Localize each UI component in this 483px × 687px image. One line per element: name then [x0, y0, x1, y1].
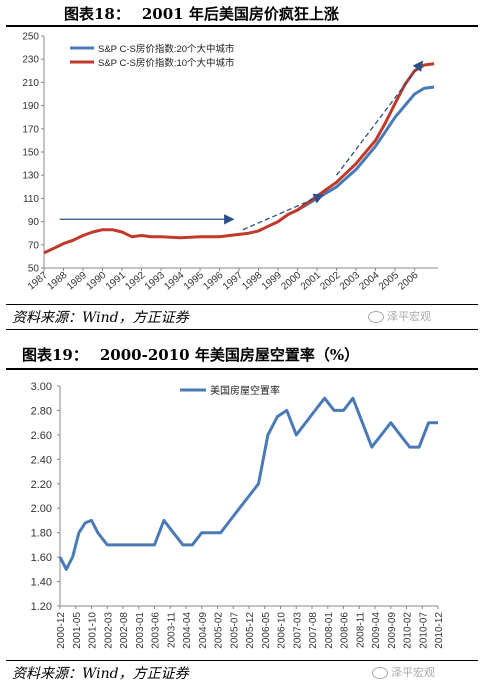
x-tick-label: 2005-12: [245, 612, 256, 649]
x-tick-label: 1991: [104, 270, 128, 293]
x-tick-label: 2005: [377, 270, 401, 293]
x-tick-label: 1997: [221, 270, 245, 293]
figure-19-title: 图表19： 2000-2010 年美国房屋空置率（%）: [22, 344, 483, 365]
figure-18-title-text: 2001 年后美国房价疯狂上涨: [141, 5, 339, 23]
x-tick-label: 2006-10: [277, 612, 288, 649]
y-tick-label: 2.00: [31, 503, 52, 515]
series-line-10-cities: [43, 62, 435, 255]
figure-18-source: 资料来源：Wind，方正证券: [12, 310, 189, 326]
y-tick-label: 90: [28, 217, 40, 228]
legend-label: S&P C-S房价指数:10个大中城市: [98, 57, 235, 69]
figure-19-bottom-rule: [6, 660, 478, 661]
figure-18-top-rule: [6, 25, 478, 27]
y-tick-label: 50: [28, 264, 40, 275]
chart-18-house-price-index: 5070901101301501701902102302501987198819…: [22, 32, 438, 293]
x-tick-label: 2003-06: [151, 612, 162, 649]
figure-19-source: 资料来源：Wind，方正证券: [12, 666, 189, 682]
x-tick-label: 1988: [45, 270, 69, 293]
x-tick-label: 1995: [182, 270, 206, 293]
x-tick-label: 1999: [260, 270, 284, 293]
figure-19-number: 图表19：: [22, 346, 88, 364]
y-tick-label: 130: [22, 171, 39, 182]
legend-label: 美国房屋空置率: [210, 384, 280, 397]
y-tick-label: 2.60: [31, 430, 52, 442]
x-tick-label: 2008-06: [340, 612, 351, 649]
x-tick-label: 2002-08: [119, 612, 130, 649]
y-tick-label: 1.60: [31, 552, 52, 564]
x-tick-label: 2006: [396, 270, 420, 293]
y-tick-label: 1.80: [31, 528, 52, 540]
x-tick-label: 2005-07: [229, 612, 240, 649]
y-tick-label: 250: [22, 32, 39, 43]
x-tick-label: 2005-02: [214, 612, 225, 649]
series-line-vacancy-rate: [58, 396, 438, 571]
x-tick-label: 2006-05: [261, 612, 272, 649]
y-tick-label: 150: [22, 148, 39, 159]
x-tick-label: 1998: [240, 270, 264, 293]
x-tick-label: 2003-11: [166, 612, 177, 648]
figure-19-top-rule: [6, 368, 478, 370]
wechat-icon: [372, 667, 388, 679]
y-tick-label: 230: [22, 55, 39, 66]
x-tick-label: 2000: [279, 270, 303, 293]
x-tick-label: 2007-03: [292, 612, 303, 649]
y-tick-label: 3.00: [31, 381, 52, 393]
x-tick-label: 2009-09: [387, 612, 398, 649]
y-tick-label: 170: [22, 124, 39, 135]
x-tick-label: 2001-05: [72, 612, 83, 649]
x-tick-label: 2010-12: [434, 612, 445, 649]
x-tick-label: 2003-01: [135, 612, 146, 649]
figure-19-watermark: 泽平宏观: [372, 664, 435, 680]
x-tick-label: 2000-12: [56, 612, 67, 649]
y-tick-label: 1.40: [31, 577, 52, 589]
trend-arrow: [336, 60, 424, 176]
legend-label: S&P C-S房价指数:20个大中城市: [98, 43, 235, 55]
x-tick-label: 2003: [338, 270, 362, 293]
y-tick-label: 1.20: [31, 601, 52, 613]
x-tick-label: 2010-07: [418, 612, 429, 649]
x-tick-label: 2009-04: [371, 612, 382, 649]
y-tick-label: 2.80: [31, 405, 52, 417]
y-tick-label: 2.20: [31, 479, 52, 491]
y-tick-label: 110: [23, 194, 39, 205]
trend-arrow: [242, 193, 325, 231]
figure-18-watermark-text: 泽平宏观: [387, 310, 431, 323]
x-tick-label: 1989: [65, 270, 89, 293]
x-tick-label: 2001: [299, 270, 323, 293]
figure-19-title-text: 2000-2010 年美国房屋空置率（%）: [99, 346, 360, 364]
series-line-20-cities: [296, 85, 435, 212]
x-tick-label: 1996: [201, 270, 225, 293]
y-tick-label: 70: [28, 240, 40, 251]
y-tick-label: 210: [22, 78, 39, 89]
x-tick-label: 2004-04: [182, 612, 193, 649]
figure-18-number: 图表18：: [64, 5, 130, 23]
wechat-icon: [368, 311, 384, 323]
x-tick-label: 1993: [143, 270, 167, 293]
y-tick-label: 2.40: [31, 454, 52, 466]
figure-19-watermark-text: 泽平宏观: [391, 666, 435, 679]
x-tick-label: 2002-03: [103, 612, 114, 649]
x-tick-label: 2004-09: [198, 612, 209, 649]
figure-18-source-rule: [6, 329, 478, 330]
figure-18-title: 图表18： 2001 年后美国房价疯狂上涨: [64, 3, 483, 24]
x-tick-label: 2002: [318, 270, 342, 293]
x-tick-label: 1990: [84, 270, 108, 293]
figure-18-watermark: 泽平宏观: [368, 308, 431, 324]
x-tick-label: 2008-01: [324, 612, 335, 649]
x-tick-label: 2010-02: [403, 612, 414, 649]
x-tick-label: 1994: [162, 270, 186, 293]
figure-18-bottom-rule: [6, 304, 478, 305]
x-tick-label: 1992: [123, 270, 147, 293]
x-tick-label: 2008-11: [355, 612, 366, 648]
chart-19-vacancy-rate: 1.20 1.40 1.60 1.80 2.00 2.20 2.40 2.60 2.80 3.00…: [31, 381, 445, 649]
x-tick-label: 2001-10: [88, 612, 99, 649]
x-tick-label: 2007-08: [308, 612, 319, 649]
x-tick-label: 2004: [357, 270, 381, 293]
y-tick-label: 190: [22, 101, 39, 112]
